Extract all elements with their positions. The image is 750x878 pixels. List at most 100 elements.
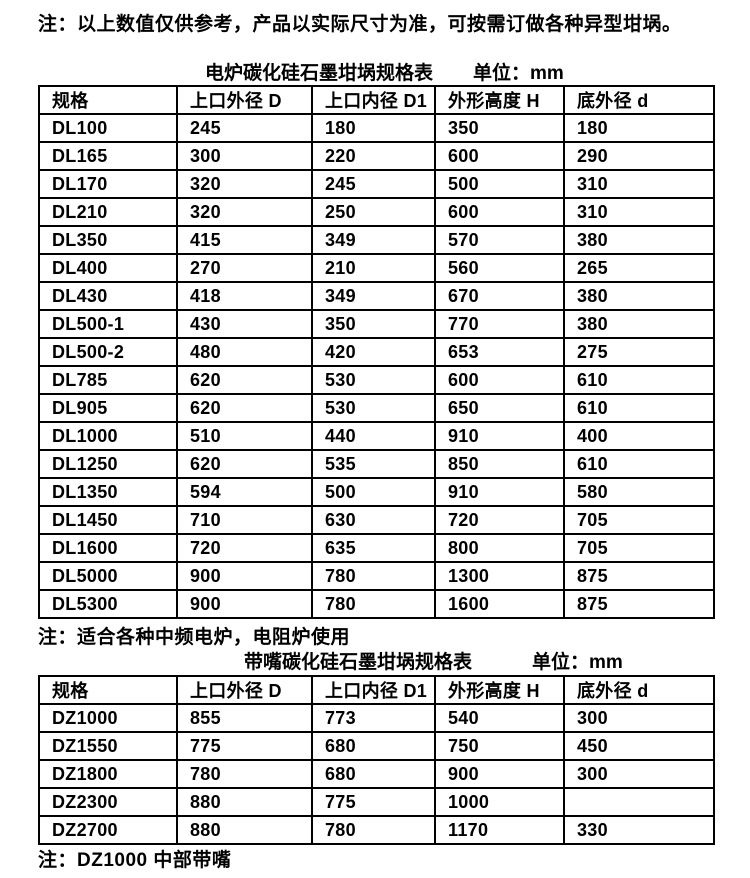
- value-cell: 880: [176, 815, 313, 845]
- value-cell: 245: [311, 169, 436, 199]
- spec-cell: DL1450: [38, 505, 178, 535]
- value-cell: 1170: [434, 815, 565, 845]
- table-row: DL400 270 210 560 265: [38, 253, 715, 283]
- value-cell: 855: [176, 703, 313, 733]
- spec-cell: DZ1000: [38, 703, 178, 733]
- value-cell: 300: [563, 759, 715, 789]
- value-cell: 500: [311, 477, 436, 507]
- table-row: DL170 320 245 500 310: [38, 169, 715, 199]
- table-row: DL1600 720 635 800 705: [38, 533, 715, 563]
- value-cell: 620: [176, 365, 313, 395]
- column-header: 底外径 d: [563, 85, 715, 115]
- value-cell: 910: [434, 477, 565, 507]
- value-cell: 250: [311, 197, 436, 227]
- value-cell: 480: [176, 337, 313, 367]
- table-row: DL1450 710 630 720 705: [38, 505, 715, 535]
- value-cell: 900: [176, 561, 313, 591]
- value-cell: 653: [434, 337, 565, 367]
- table1-footnote: 注：适合各种中频电炉，电阻炉使用: [38, 627, 351, 648]
- value-cell: 775: [311, 787, 436, 817]
- value-cell: 300: [176, 141, 313, 171]
- table-row: DZ2300 880 775 1000: [38, 787, 715, 817]
- table-row: DL5000 900 780 1300 875: [38, 561, 715, 591]
- value-cell: 310: [563, 169, 715, 199]
- value-cell: 220: [311, 141, 436, 171]
- table-row: DL785 620 530 600 610: [38, 365, 715, 395]
- table-row: DZ2700 880 780 1170 330: [38, 815, 715, 845]
- column-header: 上口外径 D: [176, 675, 313, 705]
- value-cell: 705: [563, 505, 715, 535]
- value-cell: 630: [311, 505, 436, 535]
- value-cell: 380: [563, 281, 715, 311]
- dl-spec-table: 规格 上口外径 D 上口内径 D1 外形高度 H 底外径 d DL100 245 180 35…: [38, 85, 715, 619]
- spec-cell: DL430: [38, 281, 178, 311]
- column-header: 上口内径 D1: [311, 675, 436, 705]
- top-note: 注：以上数值仅供参考，产品以实际尺寸为准，可按需订做各种异型坩埚。: [38, 14, 682, 35]
- spec-cell: DZ2300: [38, 787, 178, 817]
- spec-cell: DL5300: [38, 589, 178, 619]
- value-cell: 440: [311, 421, 436, 451]
- value-cell: 350: [311, 309, 436, 339]
- column-header: 底外径 d: [563, 675, 715, 705]
- value-cell: 900: [176, 589, 313, 619]
- value-cell: 680: [311, 759, 436, 789]
- value-cell: 880: [176, 787, 313, 817]
- spec-cell: DL1600: [38, 533, 178, 563]
- spec-cell: DL350: [38, 225, 178, 255]
- table-row: DL1350 594 500 910 580: [38, 477, 715, 507]
- value-cell: 600: [434, 197, 565, 227]
- table2-unit-label: 单位：mm: [532, 652, 623, 673]
- value-cell: 875: [563, 589, 715, 619]
- table-row: DL1250 620 535 850 610: [38, 449, 715, 479]
- table-row: DL500-1 430 350 770 380: [38, 309, 715, 339]
- value-cell: 610: [563, 449, 715, 479]
- value-cell: 680: [311, 731, 436, 761]
- table-row: DZ1000 855 773 540 300: [38, 703, 715, 733]
- value-cell: 710: [176, 505, 313, 535]
- value-cell: 780: [311, 815, 436, 845]
- value-cell: 430: [176, 309, 313, 339]
- value-cell: 330: [563, 815, 715, 845]
- spec-cell: DL165: [38, 141, 178, 171]
- spec-cell: DZ2700: [38, 815, 178, 845]
- value-cell: 180: [563, 113, 715, 143]
- table1-header-row: 规格 上口外径 D 上口内径 D1 外形高度 H 底外径 d: [38, 85, 715, 115]
- value-cell: 1600: [434, 589, 565, 619]
- value-cell: 780: [311, 561, 436, 591]
- value-cell: 510: [176, 421, 313, 451]
- value-cell: 620: [176, 449, 313, 479]
- value-cell: 300: [563, 703, 715, 733]
- table-row: DL905 620 530 650 610: [38, 393, 715, 423]
- spec-cell: DL1250: [38, 449, 178, 479]
- column-header: 上口外径 D: [176, 85, 313, 115]
- table-row: DZ1550 775 680 750 450: [38, 731, 715, 761]
- value-cell: 500: [434, 169, 565, 199]
- dz-spec-table: 规格 上口外径 D 上口内径 D1 外形高度 H 底外径 d DZ1000 855 773 5…: [38, 675, 715, 845]
- column-header: 规格: [38, 85, 178, 115]
- value-cell: 875: [563, 561, 715, 591]
- value-cell: 750: [434, 731, 565, 761]
- spec-cell: DL170: [38, 169, 178, 199]
- table-row: DL1000 510 440 910 400: [38, 421, 715, 451]
- value-cell: 775: [176, 731, 313, 761]
- value-cell: 800: [434, 533, 565, 563]
- table-row: DL500-2 480 420 653 275: [38, 337, 715, 367]
- value-cell: 450: [563, 731, 715, 761]
- value-cell: 380: [563, 309, 715, 339]
- value-cell: 560: [434, 253, 565, 283]
- value-cell: 705: [563, 533, 715, 563]
- value-cell: 900: [434, 759, 565, 789]
- value-cell: 600: [434, 365, 565, 395]
- table2-title-line: 带嘴碳化硅石墨坩埚规格表 单位：mm: [0, 652, 750, 674]
- value-cell: 320: [176, 169, 313, 199]
- value-cell: 620: [176, 393, 313, 423]
- table2-header-row: 规格 上口外径 D 上口内径 D1 外形高度 H 底外径 d: [38, 675, 715, 705]
- column-header: 外形高度 H: [434, 675, 565, 705]
- value-cell: 600: [434, 141, 565, 171]
- value-cell: 720: [434, 505, 565, 535]
- value-cell: 210: [311, 253, 436, 283]
- value-cell: 530: [311, 365, 436, 395]
- spec-cell: DZ1550: [38, 731, 178, 761]
- value-cell: 773: [311, 703, 436, 733]
